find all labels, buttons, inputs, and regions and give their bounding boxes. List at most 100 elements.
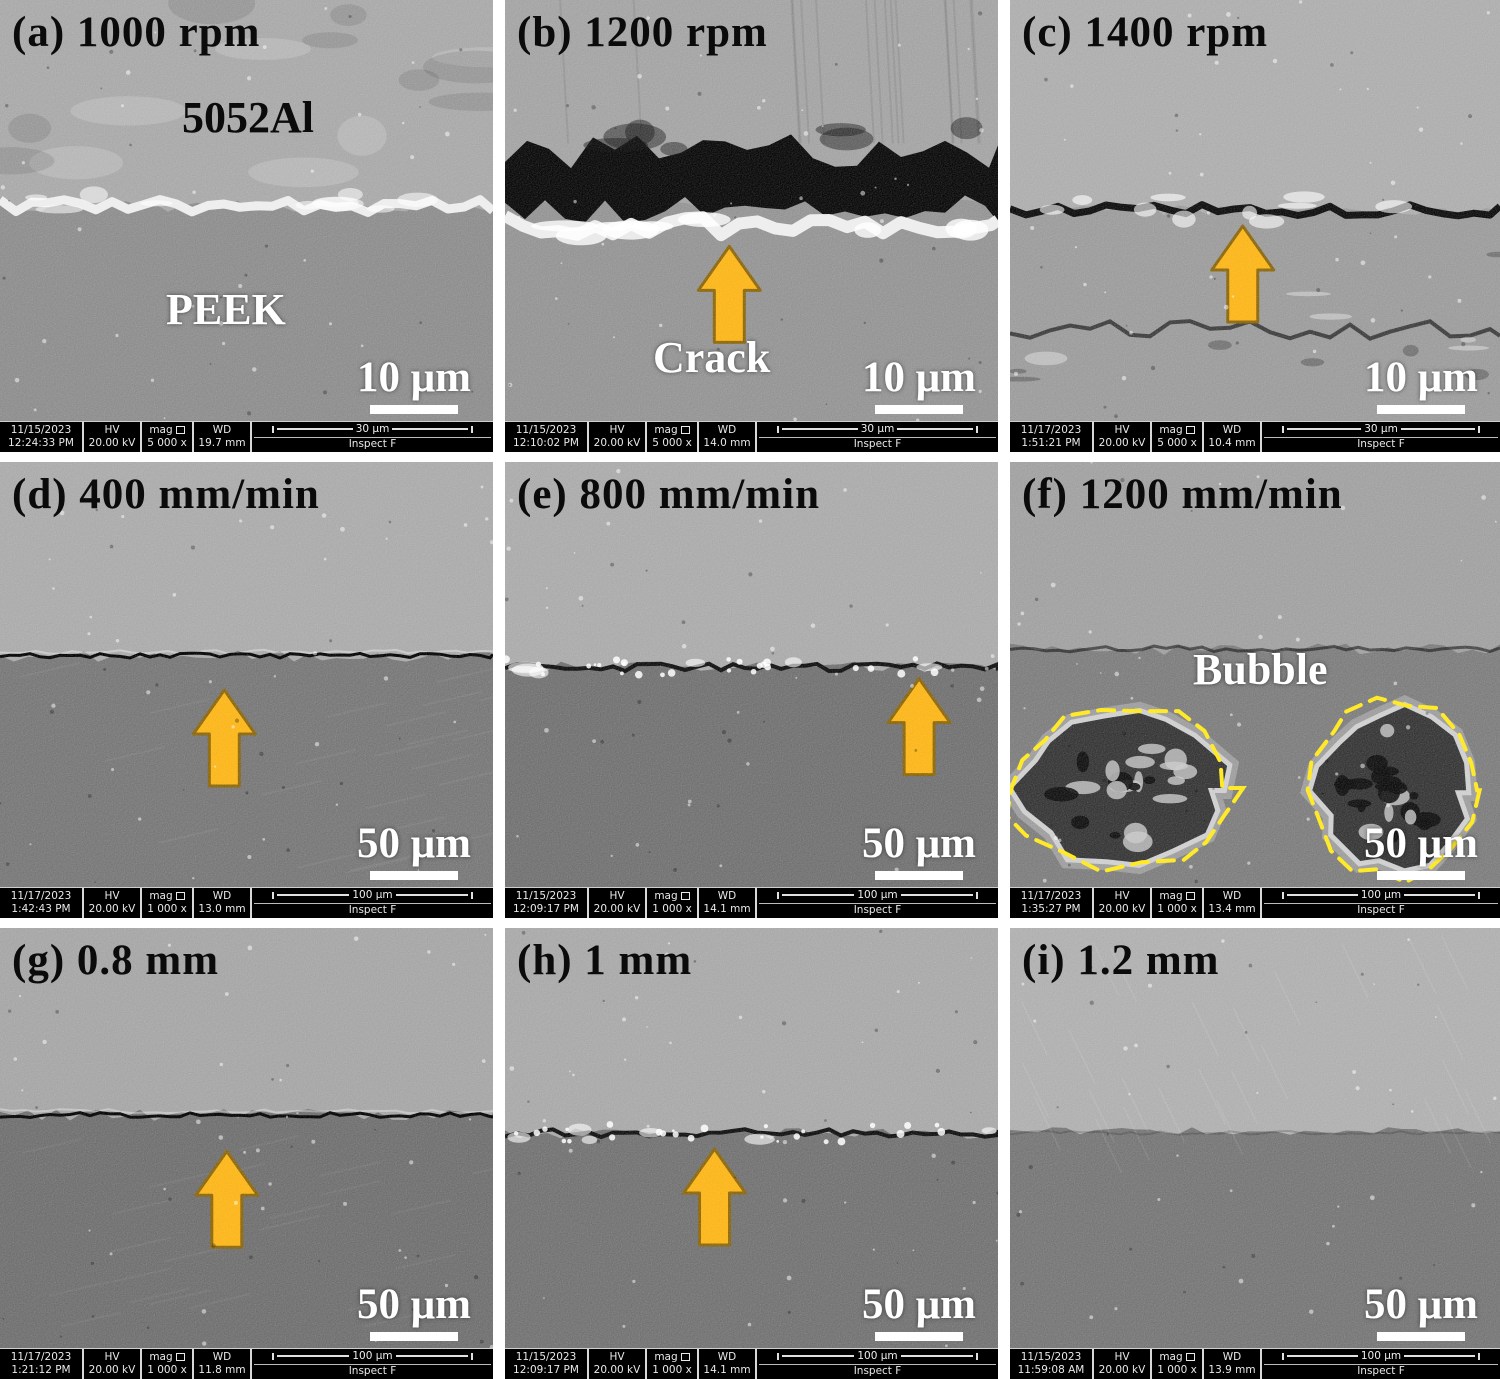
ruler-tick-left [1282, 425, 1284, 433]
scale-bar [875, 871, 964, 880]
meta-mag-label-text: mag [654, 889, 678, 902]
scale-bar-label: 50 μm [862, 1281, 976, 1328]
ruler-tick-left [1282, 891, 1284, 899]
ruler-tick-right [1478, 891, 1481, 899]
sem-metadata-bar: 11/17/2023 1:42:43 PM HV 20.00 kV mag 1 … [0, 887, 493, 918]
meta-wd-value: 13.9 mm [1208, 1364, 1256, 1376]
meta-scale-ruler-cell: 100 μm Inspect F [252, 888, 493, 918]
sem-panel-0: (a) 1000 rpm 5052Al PEEK 10 μm 11/15/202… [0, 0, 493, 452]
ruler-length-label: 30 μm [1364, 422, 1398, 435]
meta-scale-ruler: 30 μm [1264, 422, 1498, 438]
meta-wd: WD 10.4 mm [1204, 422, 1262, 452]
meta-time: 1:35:27 PM [1021, 903, 1081, 915]
instrument-name: Inspect F [348, 904, 397, 917]
scale-bar-group: 10 μm [1364, 356, 1478, 414]
sem-micrograph [505, 0, 998, 452]
meta-scale-ruler: 100 μm [254, 1349, 491, 1365]
scale-bar [1377, 405, 1466, 414]
scale-bar-group: 50 μm [1364, 1283, 1478, 1341]
meta-wd-value: 19.7 mm [198, 437, 246, 449]
panel-label: (a) 1000 rpm [12, 9, 261, 56]
sem-micrograph [1010, 0, 1500, 452]
ruler-line-right [1404, 1355, 1476, 1358]
meta-mag: mag 1 000 x [647, 888, 699, 918]
meta-wd-label: WD [1222, 1350, 1242, 1363]
meta-wd-label: WD [212, 889, 232, 902]
meta-hv-label: HV [104, 1350, 120, 1363]
sem-metadata-bar: 11/17/2023 1:35:27 PM HV 20.00 kV mag 1 … [1010, 887, 1500, 918]
meta-wd: WD 19.7 mm [194, 422, 252, 452]
meta-hv: HV 20.00 kV [84, 888, 142, 918]
instrument-name: Inspect F [348, 1365, 397, 1378]
scale-bar-label: 50 μm [1364, 820, 1478, 867]
meta-mag-label-text: mag [149, 1350, 173, 1363]
meta-time: 12:09:17 PM [513, 903, 579, 915]
sem-metadata-bar: 11/15/2023 12:09:17 PM HV 20.00 kV mag 1… [505, 887, 998, 918]
meta-mag: mag 1 000 x [142, 888, 194, 918]
meta-hv: HV 20.00 kV [1094, 888, 1152, 918]
meta-date: 11/17/2023 [10, 889, 72, 902]
frame-icon [175, 426, 185, 435]
meta-mag: mag 1 000 x [142, 1349, 194, 1379]
ruler-line-left [1287, 1355, 1358, 1358]
scale-bar-label: 50 μm [357, 1281, 471, 1328]
sem-micrograph [505, 928, 998, 1379]
meta-mag-label: mag [149, 423, 185, 437]
meta-datetime: 11/15/2023 12:09:17 PM [505, 888, 589, 918]
meta-wd-value: 13.4 mm [1208, 903, 1256, 915]
sem-panel-5: (f) 1200 mm/min Bubble 50 μm 11/17/2023 … [1010, 462, 1500, 918]
meta-mag-label: mag [1159, 1351, 1195, 1364]
meta-mag-value: 5 000 x [652, 437, 692, 449]
meta-datetime: 11/17/2023 1:51:21 PM [1010, 422, 1094, 452]
meta-mag-value: 1 000 x [1157, 903, 1197, 915]
meta-scale-ruler-cell: 100 μm Inspect F [1262, 1349, 1500, 1379]
meta-date: 11/17/2023 [1020, 889, 1082, 902]
sem-panel-7: (h) 1 mm 50 μm 11/15/2023 12:09:17 PM HV… [505, 928, 998, 1379]
meta-mag-label: mag [1159, 890, 1195, 903]
meta-date: 11/15/2023 [10, 423, 72, 436]
meta-time: 12:10:02 PM [513, 437, 579, 449]
material-label-top: 5052Al [182, 93, 314, 142]
meta-scale-ruler-cell: 100 μm Inspect F [757, 1349, 998, 1379]
meta-wd-value: 14.1 mm [703, 903, 751, 915]
meta-wd-label: WD [1222, 423, 1242, 436]
meta-hv-label: HV [1114, 889, 1130, 902]
meta-mag-label: mag [149, 890, 185, 903]
meta-hv-label: HV [1114, 1350, 1130, 1363]
ruler-tick-left [777, 891, 779, 899]
sem-micrograph [0, 0, 493, 452]
sem-micrograph [1010, 462, 1500, 918]
ruler-line-left [782, 1355, 855, 1358]
ruler-line-right [1400, 428, 1476, 431]
panel-label: (f) 1200 mm/min [1022, 471, 1343, 518]
panel-label: (g) 0.8 mm [12, 937, 220, 984]
meta-hv-label: HV [104, 889, 120, 902]
ruler-tick-right [471, 1352, 474, 1360]
meta-date: 11/17/2023 [1020, 423, 1082, 436]
ruler-line-right [395, 894, 469, 897]
meta-hv-value: 20.00 kV [88, 903, 136, 915]
sem-metadata-bar: 11/17/2023 1:21:12 PM HV 20.00 kV mag 1 … [0, 1348, 493, 1379]
meta-time: 1:21:12 PM [11, 1364, 71, 1376]
frame-icon [1185, 892, 1195, 901]
sem-micrograph [1010, 928, 1500, 1379]
meta-mag-label-text: mag [149, 423, 173, 436]
ruler-line-left [1287, 428, 1362, 431]
meta-wd-label: WD [1222, 889, 1242, 902]
meta-mag: mag 5 000 x [647, 422, 699, 452]
meta-date: 11/15/2023 [515, 423, 577, 436]
meta-time: 11:59:08 AM [1017, 1364, 1085, 1376]
sem-panel-6: (g) 0.8 mm 50 μm 11/17/2023 1:21:12 PM H… [0, 928, 493, 1379]
ruler-tick-right [471, 891, 474, 899]
meta-mag-label: mag [654, 889, 690, 903]
scale-bar-label: 50 μm [357, 820, 471, 867]
ruler-line-left [277, 1355, 350, 1358]
meta-hv-value: 20.00 kV [1098, 437, 1146, 449]
meta-mag-label: mag [654, 424, 690, 437]
meta-hv: HV 20.00 kV [84, 1349, 142, 1379]
ruler-line-left [277, 894, 350, 897]
frame-icon [1185, 1353, 1195, 1362]
meta-wd-value: 13.0 mm [198, 903, 246, 915]
meta-hv: HV 20.00 kV [1094, 422, 1152, 452]
scale-bar [875, 1332, 964, 1341]
